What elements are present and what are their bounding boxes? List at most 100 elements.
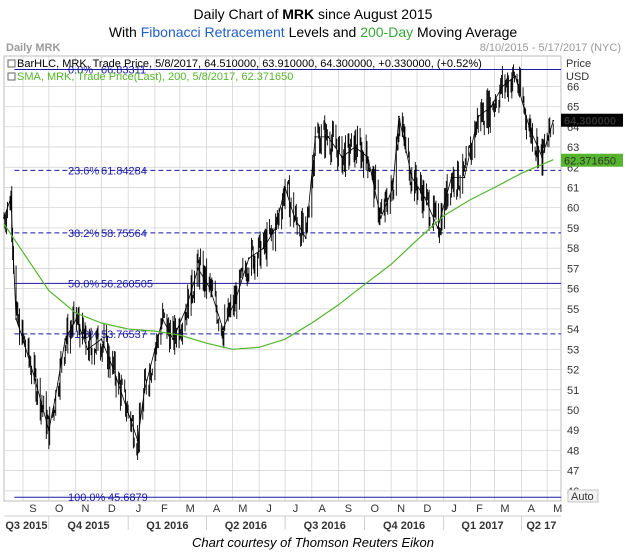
fib-level-pct: 38.2% <box>68 228 99 240</box>
header-instrument: Daily MRK <box>6 42 60 54</box>
x-month-label: J <box>451 503 457 515</box>
price-point <box>293 216 296 219</box>
price-point <box>9 196 12 199</box>
y-tick-label: 48 <box>567 445 579 457</box>
price-point <box>136 439 139 442</box>
price-point <box>153 348 156 351</box>
x-month-label: F <box>161 503 168 515</box>
price-point <box>247 257 250 260</box>
price-point <box>341 156 343 159</box>
fib-level-value: 66.83311 <box>101 64 146 76</box>
price-point <box>100 338 103 341</box>
price-point <box>143 388 146 391</box>
y-tick-label: 51 <box>567 385 579 397</box>
fib-level-value: 53.76537 <box>101 329 147 341</box>
x-quarter-label: Q4 2016 <box>383 520 425 532</box>
y-tick-label: 58 <box>567 243 579 255</box>
plot-frame <box>3 55 562 502</box>
x-month-label: M <box>238 503 247 515</box>
price-point <box>327 136 330 138</box>
x-month-label: J <box>266 503 272 515</box>
x-month-label: N <box>397 503 405 515</box>
x-month-label: M <box>500 503 509 515</box>
auto-scale-button[interactable] <box>567 489 599 503</box>
y-axis-unit-line1: Price <box>566 58 591 70</box>
y-tick-label: 61 <box>567 182 579 194</box>
price-point <box>172 338 174 341</box>
price-point <box>209 287 211 290</box>
x-month-label: A <box>528 503 536 515</box>
price-point <box>185 307 187 310</box>
price-point <box>314 136 317 138</box>
x-month-label: J <box>293 503 299 515</box>
x-quarter-label: Q2 2016 <box>225 520 267 532</box>
price-point <box>366 156 369 159</box>
x-month-label: M <box>186 503 195 515</box>
price-point <box>75 318 78 320</box>
price-series <box>3 64 555 460</box>
price-point <box>541 156 543 159</box>
y-tick-label: 63 <box>567 142 579 154</box>
x-month-label: O <box>55 503 64 515</box>
x-month-label: N <box>82 503 90 515</box>
fib-level-value: 61.84284 <box>101 165 147 177</box>
x-quarter-label: Q1 2016 <box>146 520 188 532</box>
last-sma-box <box>561 153 623 167</box>
y-tick-label: 47 <box>567 466 579 478</box>
price-point <box>15 318 17 320</box>
header-date-range: 8/10/2015 - 5/17/2017 (NYC) <box>480 42 621 54</box>
x-month-label: S <box>345 503 352 515</box>
price-point <box>450 176 453 179</box>
price-point <box>391 186 394 189</box>
fib-level-pct: 0.0% <box>68 64 93 76</box>
y-axis-unit-line2: USD <box>566 71 589 83</box>
fib-level-value: 45.6879 <box>108 492 148 504</box>
x-quarter-label: Q3 2015 <box>5 520 47 532</box>
price-point <box>501 85 504 88</box>
sma-200-line <box>3 159 554 350</box>
price-point <box>423 196 426 199</box>
price-point <box>284 186 286 189</box>
price-point <box>22 338 24 341</box>
price-point <box>34 378 36 381</box>
price-point <box>490 105 493 108</box>
x-month-label: O <box>370 503 379 515</box>
fib-level-pct: 23.6% <box>68 165 99 177</box>
price-point <box>274 227 277 229</box>
price-point <box>304 237 307 239</box>
y-axis-ticks: 4647484950515253545556575859606162636465… <box>567 81 579 498</box>
fibonacci-levels: 0.0% 66.83311 23.6% 61.84284 38.2% 58.75564 50… <box>14 64 561 504</box>
x-month-label: F <box>476 503 483 515</box>
fib-level-value: 58.75564 <box>101 228 147 240</box>
price-series-line <box>3 75 554 441</box>
price-point <box>3 216 5 219</box>
x-quarter-label: Q3 2016 <box>304 520 346 532</box>
price-point <box>410 176 413 179</box>
price-point <box>161 318 164 320</box>
price-point <box>47 429 50 432</box>
legend-sma-marker <box>7 72 16 81</box>
x-month-label: D <box>423 503 431 515</box>
y-tick-label: 59 <box>567 223 579 235</box>
fib-level-value: 56.260505 <box>101 278 153 290</box>
x-axis-ticks: S O N D J F M A M J J A S O N D J F M A M Q3 2015 Q4 2015 Q1 20… <box>4 503 562 532</box>
grid-lines <box>4 56 561 501</box>
y-tick-label: 52 <box>567 365 579 377</box>
last-price-box <box>561 113 623 127</box>
x-month-label: D <box>108 503 116 515</box>
y-tick-label: 60 <box>567 203 579 215</box>
price-point <box>112 368 115 371</box>
price-point <box>53 398 56 401</box>
chart-credit: Chart courtesy of Thomson Reuters Eikon <box>192 535 434 550</box>
x-quarter-label: Q2 17 <box>526 520 556 532</box>
x-quarter-label: Q4 2015 <box>67 520 109 532</box>
legend-price-marker <box>7 59 16 68</box>
price-point <box>436 227 439 229</box>
price-point <box>262 247 265 250</box>
y-tick-label: 65 <box>567 102 579 114</box>
fib-level-pct: 50.0% <box>68 278 99 290</box>
price-point <box>379 216 382 219</box>
price-point <box>222 328 224 330</box>
